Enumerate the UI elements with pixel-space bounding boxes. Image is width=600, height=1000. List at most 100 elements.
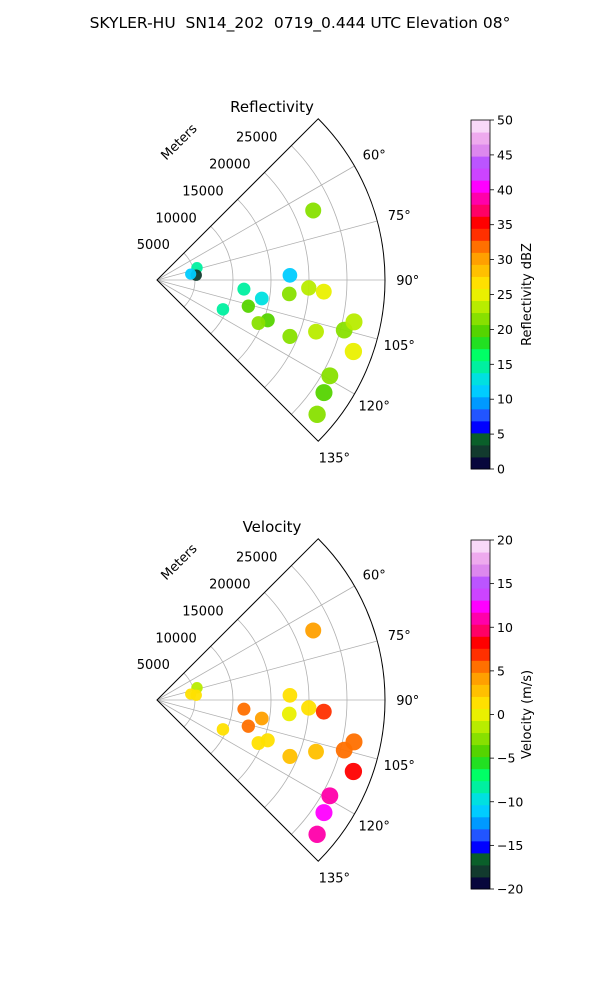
colorbar-segment [471, 204, 490, 217]
colorbar-tick-label: 35 [497, 217, 513, 232]
colorbar-tick-label: −15 [497, 838, 523, 853]
colorbar-segment [471, 552, 490, 565]
echo-cell [281, 706, 297, 722]
angle-tick-label: 75° [388, 209, 411, 224]
angle-tick-label: 60° [363, 149, 386, 164]
radial-tick-label: 20000 [209, 158, 250, 173]
colorbar-segment [471, 216, 490, 229]
radial-tick-label: 5000 [137, 658, 170, 673]
colorbar-segment [471, 768, 490, 782]
radial-tick-label: 20000 [209, 578, 250, 593]
colorbar-segment [471, 828, 490, 842]
echo-cell [251, 736, 266, 750]
echo-cell [301, 280, 317, 296]
colorbar-segment [471, 312, 490, 326]
echo-cell [321, 787, 339, 805]
echo-cell [305, 202, 322, 219]
colorbar-tick-label: 50 [497, 113, 513, 128]
colorbar-segment [471, 540, 490, 553]
radial-axis-label: Meters [159, 121, 201, 163]
colorbar-segment [471, 144, 490, 157]
radial-axis-label: Meters [159, 541, 201, 583]
radial-tick-label: 15000 [182, 184, 223, 199]
colorbar-segment [471, 408, 490, 422]
echo-cell [216, 303, 230, 316]
colorbar-segment [471, 672, 490, 685]
radial-tick-label: 10000 [155, 631, 196, 646]
colorbar-tick-label: 5 [497, 663, 505, 678]
angle-tick-label: 135° [319, 871, 350, 886]
colorbar-label: Reflectivity dBZ [520, 243, 535, 346]
colorbar-segment [471, 384, 490, 398]
echo-cell [308, 405, 326, 424]
panel-reflectivity: Reflectivity 5000 10000 15000 20000 25000 Mete… [137, 98, 535, 477]
figure-title: SKYLER-HU SN14_202 0719_0.444 UTC Elevat… [89, 14, 511, 32]
echo-cell [345, 733, 363, 751]
colorbar-segment [471, 300, 490, 314]
colorbar-segment [471, 612, 490, 625]
colorbar-segment [471, 264, 490, 277]
colorbar-segment [471, 180, 490, 193]
echo-cell [315, 703, 332, 720]
echo-cell [315, 804, 333, 822]
angle-tick-label: 105° [384, 759, 415, 774]
angle-tick-label: 105° [384, 339, 415, 354]
echo-cell [216, 723, 230, 736]
colorbar-segment [471, 228, 490, 241]
echo-cell [251, 316, 266, 330]
colorbar-segment [471, 696, 490, 709]
echo-cell [237, 282, 251, 296]
colorbar-tick-label: 40 [497, 182, 513, 197]
panel-title: Reflectivity [230, 98, 314, 116]
echo-cell [305, 622, 322, 639]
colorbar-segment [471, 840, 490, 854]
colorbar-segment [471, 444, 490, 458]
echo-cell [344, 342, 363, 361]
echo-cell [282, 328, 298, 344]
colorbar-segment [471, 816, 490, 830]
colorbar-segment [471, 864, 490, 878]
colorbar-segment [471, 636, 490, 649]
colorbar-segment [471, 576, 490, 589]
colorbar-tick-label: 0 [497, 462, 505, 477]
colorbar-segment [471, 420, 490, 434]
azimuth-spoke-0 [156, 165, 355, 281]
echo-cell [237, 702, 251, 716]
colorbar-segment [471, 240, 490, 253]
colorbar-tick-label: 45 [497, 147, 513, 162]
colorbar-segment [471, 600, 490, 613]
echo-cell [315, 283, 332, 300]
angle-tick-label: 75° [388, 629, 411, 644]
colorbar-segment [471, 372, 490, 386]
angle-tick-label: 120° [359, 819, 390, 834]
echo-cell [185, 268, 197, 280]
colorbar-tick-label: 30 [497, 252, 513, 267]
colorbar-tick-label: 0 [497, 707, 505, 722]
colorbar-tick-label: −5 [497, 751, 515, 766]
colorbar-segment [471, 852, 490, 866]
colorbar-segment [471, 456, 490, 470]
echo-cell [241, 299, 255, 313]
echo-cell [308, 323, 324, 340]
colorbar-segment [471, 744, 490, 758]
radial-tick-label: 25000 [236, 551, 277, 566]
colorbar-segment [471, 348, 490, 362]
colorbar-segment [471, 876, 490, 890]
echo-cell [345, 313, 363, 331]
colorbar-tick-label: 25 [497, 287, 513, 302]
colorbar-segment [471, 564, 490, 577]
colorbar-segment [471, 324, 490, 338]
colorbar-segment [471, 792, 490, 806]
echo-cell [185, 688, 197, 700]
colorbar-segment [471, 624, 490, 637]
colorbar-segment [471, 432, 490, 446]
colorbar-segment [471, 120, 490, 133]
echo-cell [301, 700, 317, 716]
colorbar-label: Velocity (m/s) [520, 670, 535, 759]
radial-tick-label: 10000 [155, 211, 196, 226]
angle-tick-label: 60° [363, 569, 386, 584]
echo-cell [281, 286, 297, 302]
colorbar-segment [471, 132, 490, 145]
colorbar-segment [471, 396, 490, 410]
